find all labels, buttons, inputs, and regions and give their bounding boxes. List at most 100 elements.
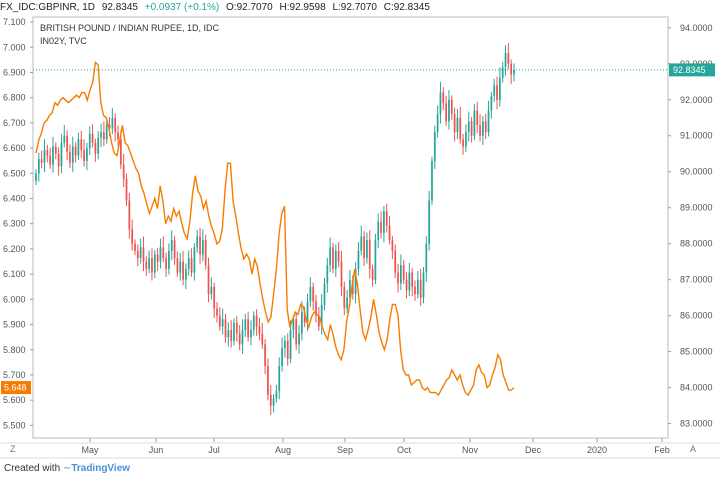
svg-text:Z: Z [10,444,16,454]
right-tick-label: 89.0000 [680,203,713,213]
tradingview-brand[interactable]: TradingView [71,463,131,474]
candle-body [165,258,167,269]
candle-body [487,110,490,133]
candle-body [134,243,136,251]
candle-body [501,67,504,79]
left-tick-label: 6.800 [3,93,26,103]
candle-body [470,121,473,136]
candle-body [278,366,281,392]
candle-body [230,330,233,341]
candle-body [453,114,456,133]
candle-body [320,304,323,327]
candlestick-series [35,43,515,415]
left-tick-label: 6.000 [3,294,26,304]
candle-body [465,132,467,147]
candle-body [388,225,391,241]
candle-body [317,315,320,327]
candle-body [117,132,119,140]
left-tick-label: 7.000 [3,42,26,52]
candle-body [431,160,433,201]
auto-scale-button[interactable]: A [690,444,696,454]
candle-body [371,268,374,280]
x-tick-label: Oct [397,445,412,455]
candle-body [148,258,151,269]
candle-body [151,258,153,273]
candle-body [459,117,462,140]
candle-body [275,391,278,399]
candle-body [513,69,515,75]
candle-body [83,150,85,161]
symbol-label[interactable]: FX_IDC:GBPINR, 1D [0,2,96,13]
candle-body [377,222,380,241]
left-price-axis: 7.100 7.000 6.900 6.800 6.700 6.600 6.500 6.400… [3,17,33,430]
candle-body [303,312,306,323]
candle-body [422,272,425,298]
candle-body [462,139,464,147]
candle-body [35,173,37,181]
current-price-tag-label: 92.8345 [673,65,706,75]
candle-body [340,261,343,287]
legend-series1: BRITISH POUND / INDIAN RUPEE, 1D, IDC [40,23,220,33]
candle-body [91,133,94,143]
x-tick-label: Feb [654,445,670,455]
right-tick-label: 86.0000 [680,311,713,321]
candle-body [136,250,139,259]
close-value: C:92.8345 [383,2,430,13]
candle-body [185,268,187,280]
candle-body [218,315,221,327]
candle-body [334,250,337,269]
candle-body [125,178,128,201]
candle-body [182,261,184,280]
candle-body [196,236,199,248]
legend-series2: IN02Y, TVC [40,36,87,46]
candle-body [300,312,303,334]
candle-body [385,211,388,226]
candle-body [343,286,346,309]
candle-body [261,333,264,345]
right-tick-label: 85.0000 [680,347,713,357]
candle-body [108,124,111,129]
candle-body [269,394,272,406]
candle-body [114,117,117,133]
candle-body [394,250,397,273]
candle-body [368,240,371,269]
candle-body [97,137,100,154]
candle-body [419,279,422,298]
candle-body [295,319,298,345]
candle-body [193,247,196,273]
right-tick-label: 87.0000 [680,275,713,285]
candle-body [329,247,332,266]
candle-body [162,247,165,259]
plot-frame [32,16,669,439]
right-tick-label: 88.0000 [680,239,713,249]
candle-body [145,261,148,269]
left-tick-label: 5.900 [3,320,26,330]
candle-body [176,258,179,273]
candle-body [179,261,182,273]
candle-body [168,250,170,269]
last-price: 92.8345 [101,2,138,13]
x-tick-label: Jul [208,445,220,455]
candle-body [337,250,340,262]
low-value: L:92.7070 [332,2,377,13]
scale-mode-button[interactable]: Z [10,444,16,454]
candle-body [281,348,283,367]
candle-body [510,63,513,75]
candle-body [264,344,266,367]
candle-body [498,78,501,100]
created-with-label: Created with [4,463,61,474]
candle-body [391,240,394,251]
high-value: H:92.9598 [279,2,326,13]
candle-body [374,240,377,280]
candle-body [504,52,507,68]
right-tick-label: 92.0000 [680,95,713,105]
candle-body [37,159,40,174]
candle-body [210,286,213,295]
candle-body [490,96,493,111]
candle-body [399,265,402,284]
candle-body [88,133,91,149]
candle-body [221,319,224,327]
right-tick-label: 84.0000 [680,383,713,393]
time-axis: May Jun Jul Aug Sep Oct Nov Dec 2020 Feb [81,438,670,455]
